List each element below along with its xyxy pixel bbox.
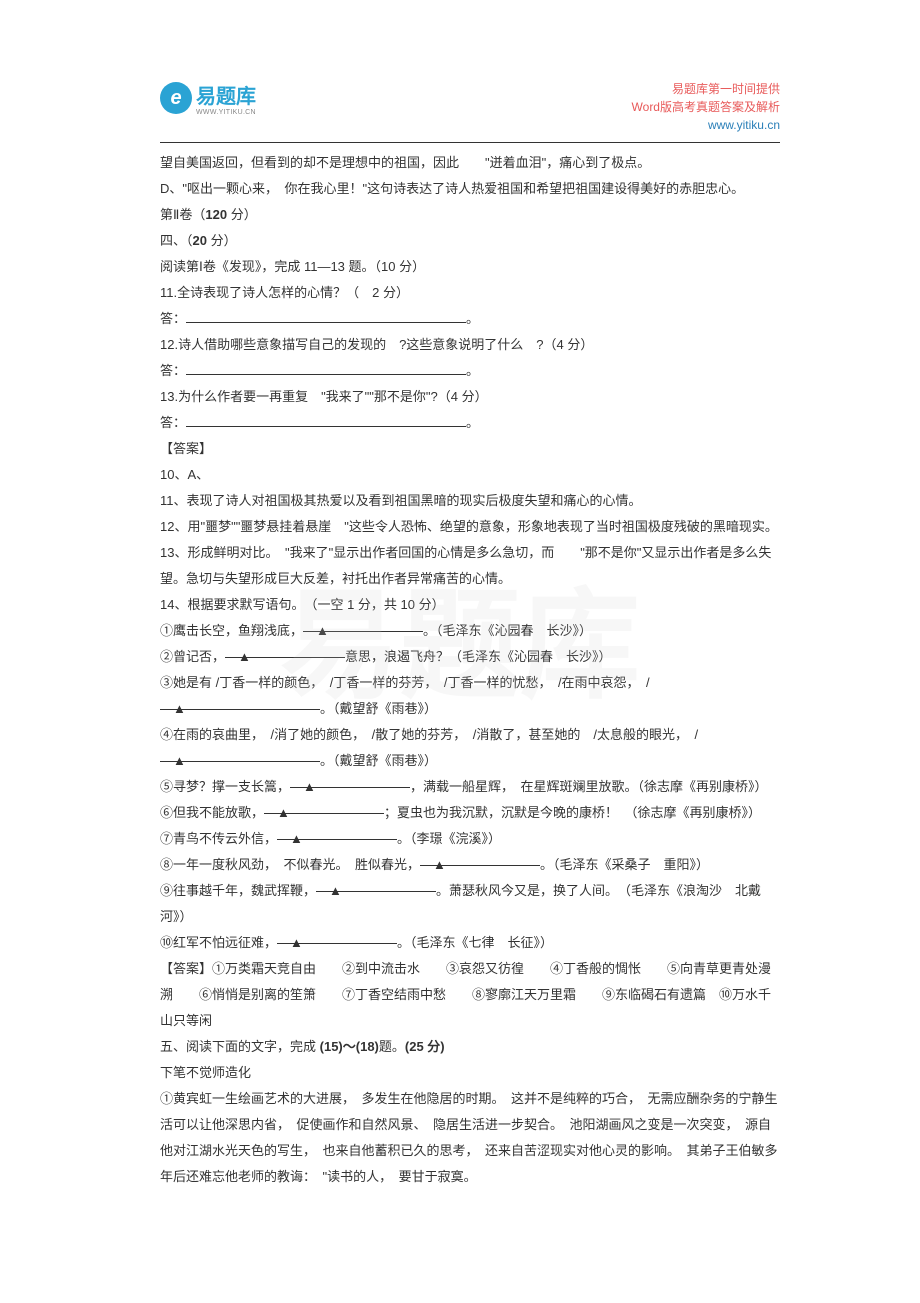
logo-subtext: WWW.YITIKU.CN — [196, 109, 256, 116]
q14-6-pre: ⑥但我不能放歌， — [160, 805, 264, 820]
blank-13 — [186, 413, 466, 427]
answer-label: 答： — [160, 363, 186, 378]
paragraph-1: 望自美国返回，但看到的却不是理想中的祖国，因此 "迸着血泪"，痛心到了极点。 — [160, 150, 780, 176]
section-4-title: 四、（20 分） — [160, 228, 780, 254]
q14-4-post: 。（戴望舒《雨巷》） — [320, 753, 437, 768]
answer-12: 12、用"噩梦""噩梦悬挂着悬崖 "这些令人恐怖、绝望的意象，形象地表现了当时祖… — [160, 514, 780, 540]
s5-mid2: 题。 — [379, 1039, 405, 1054]
q14-8-post: 。（毛泽东《采桑子 重阳》） — [540, 857, 709, 872]
q14-8: ⑧一年一度秋风劲， 不似春光。 胜似春光， ▲ 。（毛泽东《采桑子 重阳》） — [160, 852, 780, 878]
section-5-title: 五、阅读下面的文字，完成 (15)～(18)题。(25 分) — [160, 1034, 780, 1060]
q14-3b: ▲ 。（戴望舒《雨巷》） — [160, 696, 780, 722]
q14-5-pre: ⑤寻梦？撑一支长篙， — [160, 779, 290, 794]
period: 。 — [466, 311, 479, 326]
q14-7: ⑦青鸟不传云外信， ▲ 。（李璟《浣溪》） — [160, 826, 780, 852]
period: 。 — [466, 363, 479, 378]
q14-3-post: 。（戴望舒《雨巷》） — [320, 701, 437, 716]
page-header: e 易题库 WWW.YITIKU.CN 易题库第一时间提供 Word版高考真题答… — [160, 80, 780, 143]
blank-14-8: ▲ — [420, 852, 540, 866]
q14-2-post: ，浪遏飞舟？（毛泽东《沁园春 长沙》） — [371, 649, 612, 664]
answer-line-13: 答： 。 — [160, 410, 780, 436]
q14-8-pre: ⑧一年一度秋风劲， 不似春光。 胜似春光， — [160, 857, 420, 872]
q14-6: ⑥但我不能放歌， ▲ ；夏虫也为我沉默，沉默是今晚的康桥！ （徐志摩《再别康桥》… — [160, 800, 780, 826]
answer-line-11: 答： 。 — [160, 306, 780, 332]
q14-1: ①鹰击长空，鱼翔浅底， ▲ 。（毛泽东《沁园春 长沙》） — [160, 618, 780, 644]
blank-12 — [186, 361, 466, 375]
answer-label: 答： — [160, 311, 186, 326]
reading-intro: 阅读第Ⅰ卷《发现》，完成 11—13 题。（10 分） — [160, 254, 780, 280]
q14-1-pre: ①鹰击长空，鱼翔浅底， — [160, 623, 303, 638]
q14-10-post: 。（毛泽东《七律 长征》） — [397, 935, 553, 950]
header-url: www.yitiku.cn — [632, 116, 780, 134]
blank-14-4: ▲ — [160, 748, 320, 762]
blank-11 — [186, 309, 466, 323]
blank-14-9: ▲ — [316, 878, 436, 892]
q14-5-post: ，满载一船星辉， 在星辉斑斓里放歌。（徐志摩《再别康桥》） — [410, 779, 768, 794]
paragraph-2: D、"呕出一颗心来， 你在我心里！"这句诗表达了诗人热爱祖国和希望把祖国建设得美… — [160, 176, 780, 202]
q14-1-post: 。（毛泽东《沁园春 长沙》） — [423, 623, 592, 638]
q14-2-mid: 意思 — [345, 649, 371, 664]
q14-2-pre: ②曾记否， — [160, 649, 225, 664]
header-right: 易题库第一时间提供 Word版高考真题答案及解析 www.yitiku.cn — [632, 80, 780, 134]
answer-13: 13、形成鲜明对比。 "我来了"显示出作者回国的心情是多么急切，而 "那不是你"… — [160, 540, 780, 592]
q14-2: ②曾记否， ▲ 意思，浪遏飞舟？（毛泽东《沁园春 长沙》） — [160, 644, 780, 670]
document-content: 望自美国返回，但看到的却不是理想中的祖国，因此 "迸着血泪"，痛心到了极点。 D… — [160, 150, 780, 1190]
logo-icon: e — [160, 82, 192, 114]
question-11: 11.全诗表现了诗人怎样的心情？（ 2 分） — [160, 280, 780, 306]
s5-post: (25 分) — [405, 1039, 445, 1054]
logo-block: e 易题库 WWW.YITIKU.CN — [160, 80, 256, 116]
blank-14-3: ▲ — [160, 696, 320, 710]
document-page: e 易题库 WWW.YITIKU.CN 易题库第一时间提供 Word版高考真题答… — [0, 0, 920, 1270]
q14-3: ③她是有 /丁香一样的颜色， /丁香一样的芬芳， /丁香一样的忧愁， /在雨中哀… — [160, 670, 780, 696]
s5-pre: 五、阅读下面的文字，完成 — [160, 1039, 316, 1054]
q14-4: ④在雨的哀曲里， /消了她的颜色， /散了她的芬芳， /消散了，甚至她的 /太息… — [160, 722, 780, 748]
q14-4b: ▲ 。（戴望舒《雨巷》） — [160, 748, 780, 774]
section-2-title: 第Ⅱ卷（120 分） — [160, 202, 780, 228]
question-13: 13.为什么作者要一再重复 "我来了""那不是你"?（4 分） — [160, 384, 780, 410]
answer-header: 【答案】 — [160, 436, 780, 462]
blank-14-7: ▲ — [277, 826, 397, 840]
answer-line-12: 答： 。 — [160, 358, 780, 384]
question-14-intro: 14、根据要求默写语句。 （一空 1 分，共 10 分） — [160, 592, 780, 618]
q14-10-pre: ⑩红军不怕远征难， — [160, 935, 277, 950]
q14-7-pre: ⑦青鸟不传云外信， — [160, 831, 277, 846]
period: 。 — [466, 415, 479, 430]
blank-14-5: ▲ — [290, 774, 410, 788]
blank-14-6: ▲ — [264, 800, 384, 814]
header-tagline-1: 易题库第一时间提供 — [632, 80, 780, 98]
q14-10: ⑩红军不怕远征难， ▲ 。（毛泽东《七律 长征》） — [160, 930, 780, 956]
answer-14: 【答案】①万类霜天竞自由 ②到中流击水 ③哀怨又彷徨 ④丁香般的惆怅 ⑤向青草更… — [160, 956, 780, 1034]
answer-10: 10、A、 — [160, 462, 780, 488]
blank-14-2: ▲ — [225, 644, 345, 658]
essay-p1: ①黄宾虹一生绘画艺术的大进展， 多发生在他隐居的时期。 这并不是纯粹的巧合， 无… — [160, 1086, 780, 1190]
q14-5: ⑤寻梦？撑一支长篙， ▲ ，满载一船星辉， 在星辉斑斓里放歌。（徐志摩《再别康桥… — [160, 774, 780, 800]
answer-label: 答： — [160, 415, 186, 430]
logo-text: 易题库 — [196, 80, 256, 109]
essay-title: 下笔不觉师造化 — [160, 1060, 780, 1086]
q14-9-pre: ⑨往事越千年，魏武挥鞭， — [160, 883, 316, 898]
q14-9: ⑨往事越千年，魏武挥鞭， ▲ 。萧瑟秋风今又是，换了人间。 （毛泽东《浪淘沙 北… — [160, 878, 780, 930]
logo-text-wrap: 易题库 WWW.YITIKU.CN — [196, 80, 256, 116]
header-tagline-2: Word版高考真题答案及解析 — [632, 98, 780, 116]
blank-14-1: ▲ — [303, 618, 423, 632]
q14-6-post: ；夏虫也为我沉默，沉默是今晚的康桥！ （徐志摩《再别康桥》） — [384, 805, 761, 820]
answer-11: 11、表现了诗人对祖国极其热爱以及看到祖国黑暗的现实后极度失望和痛心的心情。 — [160, 488, 780, 514]
q14-7-post: 。（李璟《浣溪》） — [397, 831, 501, 846]
blank-14-10: ▲ — [277, 930, 397, 944]
s5-mid: (15)～(18) — [320, 1039, 379, 1054]
question-12: 12.诗人借助哪些意象描写自己的发现的 ?这些意象说明了什么 ?（4 分） — [160, 332, 780, 358]
